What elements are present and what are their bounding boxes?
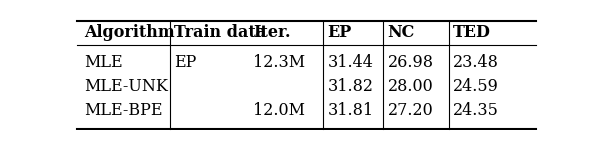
Text: EP: EP (327, 24, 352, 41)
Text: 26.98: 26.98 (388, 54, 434, 71)
Text: 31.82: 31.82 (327, 78, 373, 95)
Text: 27.20: 27.20 (388, 102, 434, 119)
Text: 31.44: 31.44 (327, 54, 373, 71)
Text: 12.0M: 12.0M (253, 102, 305, 119)
Text: 31.81: 31.81 (327, 102, 374, 119)
Text: 24.35: 24.35 (453, 102, 498, 119)
Text: 12.3M: 12.3M (253, 54, 306, 71)
Text: MLE-BPE: MLE-BPE (84, 102, 163, 119)
Text: 28.00: 28.00 (388, 78, 434, 95)
Text: 23.48: 23.48 (453, 54, 498, 71)
Text: Algorithm: Algorithm (84, 24, 175, 41)
Text: MLE-UNK: MLE-UNK (84, 78, 168, 95)
Text: TED: TED (453, 24, 490, 41)
Text: Iter.: Iter. (253, 24, 291, 41)
Text: EP: EP (175, 54, 197, 71)
Text: Train data: Train data (175, 24, 267, 41)
Text: NC: NC (388, 24, 415, 41)
Text: MLE: MLE (84, 54, 123, 71)
Text: 24.59: 24.59 (453, 78, 498, 95)
